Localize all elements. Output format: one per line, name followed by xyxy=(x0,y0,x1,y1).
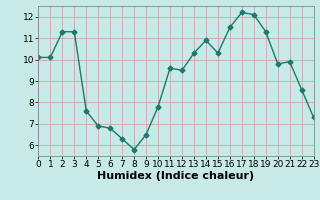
X-axis label: Humidex (Indice chaleur): Humidex (Indice chaleur) xyxy=(97,171,255,181)
